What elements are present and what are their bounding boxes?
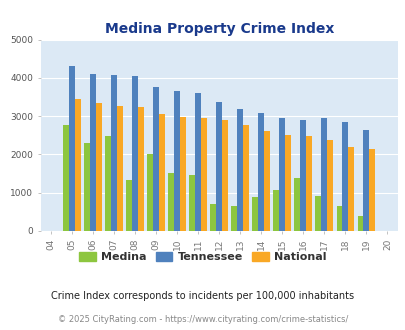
- Bar: [159, 114, 164, 231]
- Bar: [138, 107, 144, 231]
- Bar: [216, 102, 222, 231]
- Bar: [300, 120, 305, 231]
- Bar: [258, 113, 264, 231]
- Bar: [231, 206, 237, 231]
- Bar: [369, 149, 374, 231]
- Bar: [189, 175, 195, 231]
- Title: Medina Property Crime Index: Medina Property Crime Index: [104, 22, 333, 36]
- Bar: [347, 147, 353, 231]
- Bar: [168, 173, 174, 231]
- Bar: [195, 93, 200, 231]
- Bar: [111, 75, 117, 231]
- Bar: [336, 206, 341, 231]
- Bar: [105, 136, 111, 231]
- Bar: [243, 125, 249, 231]
- Bar: [273, 190, 279, 231]
- Bar: [200, 118, 207, 231]
- Bar: [357, 216, 362, 231]
- Bar: [84, 143, 90, 231]
- Bar: [132, 76, 138, 231]
- Bar: [294, 178, 300, 231]
- Bar: [315, 196, 321, 231]
- Text: © 2025 CityRating.com - https://www.cityrating.com/crime-statistics/: © 2025 CityRating.com - https://www.city…: [58, 315, 347, 324]
- Bar: [126, 180, 132, 231]
- Bar: [237, 109, 243, 231]
- Bar: [90, 74, 96, 231]
- Bar: [153, 87, 159, 231]
- Bar: [341, 122, 347, 231]
- Bar: [210, 204, 216, 231]
- Bar: [75, 99, 81, 231]
- Bar: [63, 125, 69, 231]
- Bar: [264, 131, 269, 231]
- Bar: [305, 136, 311, 231]
- Bar: [285, 135, 290, 231]
- Text: Crime Index corresponds to incidents per 100,000 inhabitants: Crime Index corresponds to incidents per…: [51, 291, 354, 301]
- Bar: [326, 140, 333, 231]
- Bar: [252, 197, 258, 231]
- Bar: [96, 103, 102, 231]
- Bar: [180, 117, 185, 231]
- Bar: [147, 154, 153, 231]
- Bar: [362, 130, 369, 231]
- Bar: [222, 120, 228, 231]
- Bar: [69, 66, 75, 231]
- Bar: [174, 91, 180, 231]
- Bar: [117, 106, 123, 231]
- Bar: [279, 118, 285, 231]
- Legend: Medina, Tennessee, National: Medina, Tennessee, National: [75, 248, 330, 267]
- Bar: [321, 118, 326, 231]
